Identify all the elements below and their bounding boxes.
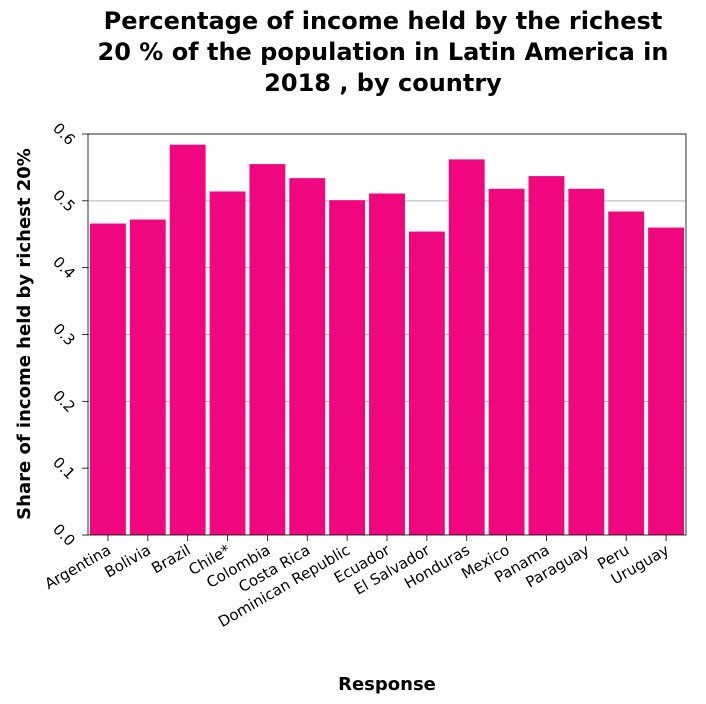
bar-el-salvador	[408, 231, 445, 535]
bar-chile	[209, 191, 246, 535]
bar-dominican-republic	[329, 200, 366, 536]
bar-brazil	[169, 144, 206, 535]
y-axis-ticks: 0.0 0.1 0.2 0.3 0.4 0.5 0.6	[49, 119, 88, 550]
bar-ecuador	[369, 193, 405, 535]
y-tick-label: 0.1	[49, 453, 79, 483]
bar-argentina	[89, 223, 126, 535]
chart-title-line-1: Percentage of income held by the richest	[103, 7, 663, 35]
bar-panama	[528, 176, 565, 536]
x-tick-label: Bolivia	[101, 541, 153, 582]
y-axis-title: Share of income held by richest 20%	[14, 148, 35, 520]
x-axis-ticks: ArgentinaBoliviaBrazilChile*ColombiaCost…	[42, 535, 672, 631]
x-tick-label: Brazil	[148, 541, 193, 578]
bar-colombia	[249, 164, 286, 535]
bar-peru	[608, 211, 645, 535]
bar-bolivia	[129, 219, 166, 535]
bar-mexico	[488, 188, 525, 535]
y-tick-label: 0.0	[49, 520, 79, 550]
y-tick-label: 0.3	[49, 320, 79, 350]
y-tick-label: 0.2	[49, 387, 79, 417]
y-tick-label: 0.4	[49, 253, 79, 283]
bar-costa-rica	[289, 178, 326, 536]
chart-title: Percentage of income held by the richest…	[60, 6, 706, 99]
bar-honduras	[448, 159, 485, 535]
bar-uruguay	[648, 227, 685, 536]
y-tick-label: 0.5	[49, 186, 79, 216]
bar-paraguay	[568, 188, 605, 535]
chart-title-line-3: 2018 , by country	[264, 69, 502, 97]
chart-title-line-2: 20 % of the population in Latin America …	[97, 38, 669, 66]
y-tick-label: 0.6	[49, 119, 79, 149]
x-axis-title: Response	[338, 674, 436, 695]
bars	[89, 144, 685, 536]
